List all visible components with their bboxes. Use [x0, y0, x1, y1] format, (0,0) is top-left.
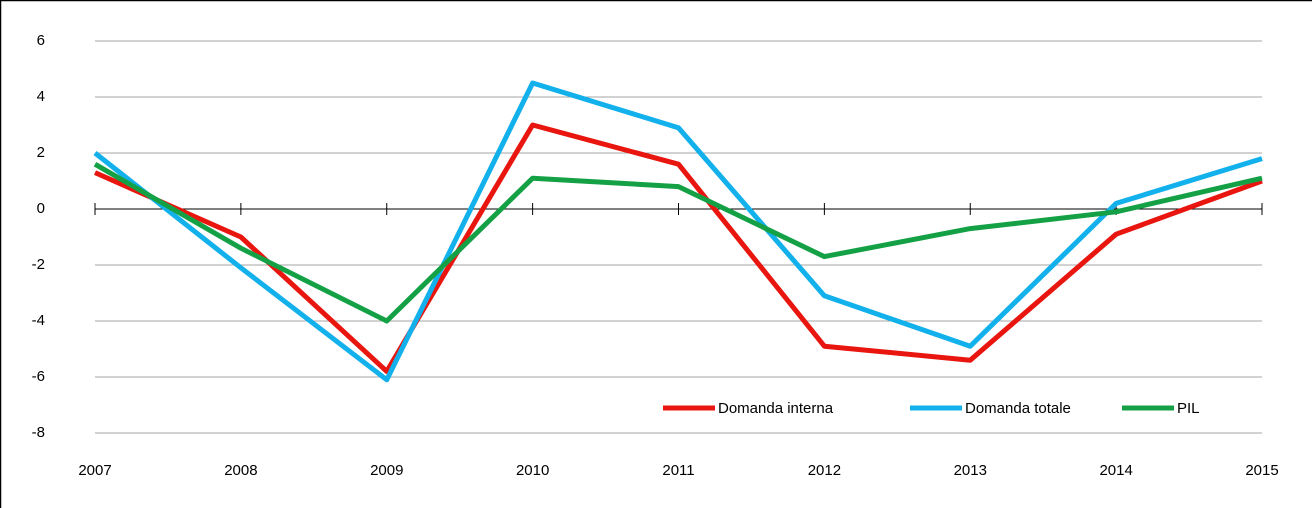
x-tick-label: 2007 [78, 462, 111, 479]
series-line [93, 122, 1263, 374]
y-tick-label: -2 [32, 256, 45, 273]
series-line [93, 162, 1263, 324]
y-tick-label: -4 [32, 312, 45, 329]
x-tick-label: 2011 [662, 462, 694, 479]
x-tick-label: 2013 [954, 462, 987, 479]
legend-label: Domanda interna [718, 400, 834, 417]
x-tick-label: 2010 [516, 462, 549, 479]
y-tick-label: -8 [32, 424, 45, 441]
y-tick-label: 6 [37, 32, 45, 49]
legend-label: PIL [1177, 400, 1200, 417]
y-tick-label: -6 [32, 368, 45, 385]
x-tick-label: 2009 [370, 462, 403, 479]
y-tick-label: 4 [37, 88, 45, 105]
y-tick-label: 2 [37, 144, 45, 161]
x-tick-label: 2015 [1245, 462, 1278, 479]
legend-label: Domanda totale [965, 400, 1071, 417]
x-tick-label: 2008 [224, 462, 257, 479]
x-tick-label: 2012 [808, 462, 841, 479]
y-tick-label: 0 [37, 200, 45, 217]
x-tick-label: 2014 [1099, 462, 1132, 479]
series-line [93, 80, 1263, 383]
